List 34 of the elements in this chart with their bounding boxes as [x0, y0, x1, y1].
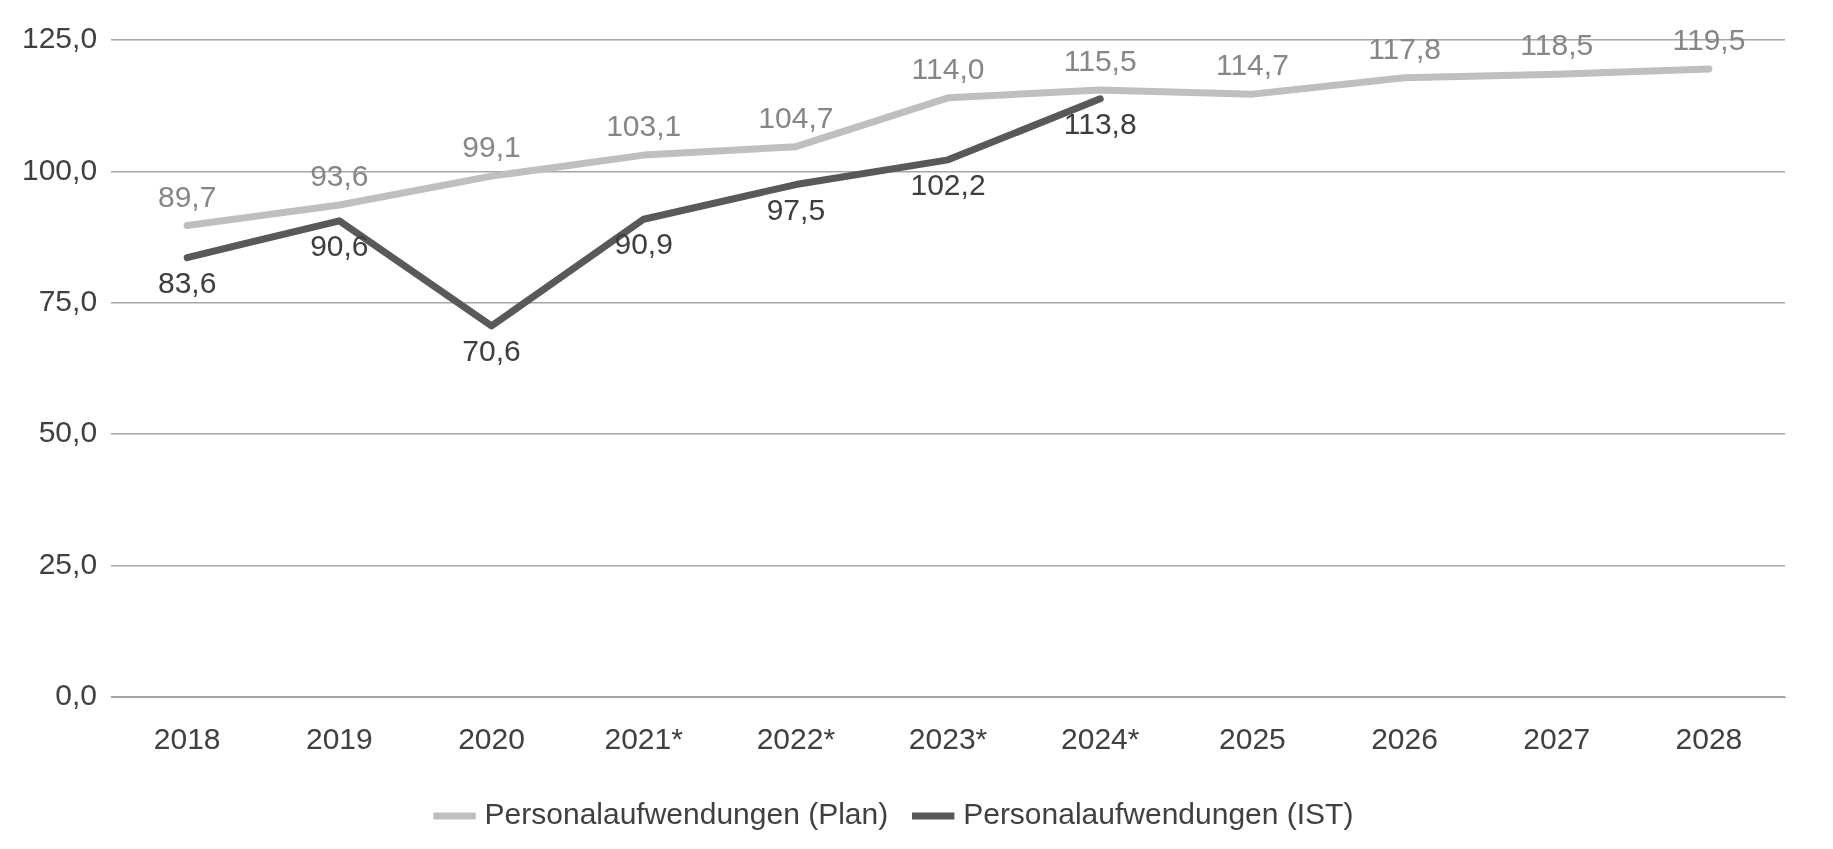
data-label: 113,8	[1063, 107, 1137, 141]
x-tick-label: 2028	[1675, 722, 1743, 756]
y-tick-label: 100,0	[22, 152, 98, 186]
x-tick-label: 2026	[1371, 722, 1438, 756]
data-label: 102,2	[910, 168, 986, 202]
data-label: 70,6	[462, 334, 521, 368]
x-tick-label: 2019	[305, 722, 373, 756]
data-label: 89,7	[157, 179, 217, 213]
y-tick-label: 0,0	[55, 678, 98, 712]
data-label: 104,7	[758, 100, 834, 134]
y-tick-label: 25,0	[38, 546, 98, 580]
data-label: 117,8	[1368, 32, 1441, 66]
data-label: 90,6	[310, 229, 369, 263]
x-tick-label: 2018	[153, 722, 221, 756]
y-tick-label: 75,0	[38, 284, 98, 318]
y-tick-label: 125,0	[22, 21, 98, 55]
data-label: 114,0	[911, 52, 985, 86]
data-label: 103,1	[606, 109, 682, 143]
data-label: 90,9	[614, 227, 673, 261]
legend-label: Personalaufwendungen (IST)	[963, 797, 1354, 831]
data-label: 83,6	[157, 265, 217, 299]
x-tick-label: 2021*	[604, 722, 684, 756]
y-tick-label: 50,0	[38, 415, 98, 449]
x-tick-label: 2023*	[908, 722, 988, 756]
data-label: 99,1	[462, 130, 521, 164]
x-tick-label: 2024*	[1061, 722, 1140, 756]
data-label: 115,5	[1063, 44, 1137, 78]
data-label: 97,5	[766, 192, 826, 226]
x-tick-label: 2020	[458, 722, 525, 756]
x-tick-label: 2027	[1523, 722, 1591, 756]
x-tick-label: 2022*	[756, 722, 836, 756]
x-tick-label: 2025	[1219, 722, 1286, 756]
legend-label: Personalaufwendungen (Plan)	[484, 797, 889, 831]
data-label: 114,7	[1215, 48, 1289, 82]
